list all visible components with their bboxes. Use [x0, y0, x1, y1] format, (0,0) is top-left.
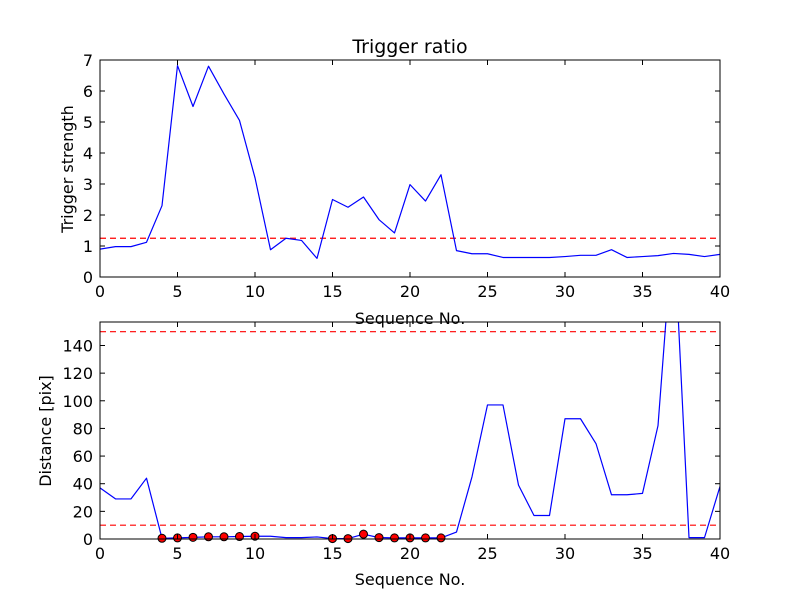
y-axis-label: Trigger strength	[58, 105, 77, 234]
plot-area	[100, 64, 720, 259]
y-axis-label: Distance [pix]	[36, 375, 55, 487]
y-tick-label: 0	[83, 530, 93, 549]
x-tick-label: 10	[245, 544, 265, 563]
y-tick-label: 0	[83, 268, 93, 287]
y-tick-label: 80	[73, 419, 93, 438]
x-tick-label: 15	[322, 544, 342, 563]
x-tick-label: 0	[95, 282, 105, 301]
y-tick-label: 120	[62, 364, 93, 383]
x-tick-label: 40	[710, 544, 730, 563]
data-marker	[390, 533, 399, 543]
y-tick-label: 60	[73, 447, 93, 466]
y-tick-label: 20	[73, 502, 93, 521]
axes-frame	[99, 59, 721, 278]
data-marker	[374, 533, 384, 543]
x-tick-label: 20	[400, 544, 420, 563]
y-tick-label: 1	[83, 237, 93, 256]
x-tick-label: 5	[172, 544, 182, 563]
plot-area	[100, 322, 720, 539]
data-marker	[421, 533, 430, 543]
x-tick-label: 5	[172, 282, 182, 301]
x-tick-label: 15	[322, 282, 342, 301]
x-tick-label: 40	[710, 282, 730, 301]
x-tick-label: 35	[632, 544, 652, 563]
data-marker	[204, 532, 213, 542]
distance-chart: Sequence No. Distance [pix] 0 5 10 15 20 25 30…	[36, 321, 730, 589]
y-tick-label: 140	[62, 336, 93, 355]
x-tick-label: 35	[632, 282, 652, 301]
data-marker	[436, 533, 446, 543]
x-tick-label: 30	[555, 544, 575, 563]
data-marker	[188, 532, 198, 542]
x-tick-label: 20	[400, 282, 420, 301]
y-tick-label: 5	[83, 113, 93, 132]
y-tick-label: 40	[73, 475, 93, 494]
series-line	[100, 322, 720, 539]
trigger-ratio-chart: Trigger ratio Sequence No. Trigger stren…	[58, 36, 730, 328]
data-marker	[157, 533, 167, 543]
y-tick-label: 6	[83, 82, 93, 101]
y-tick-label: 7	[83, 51, 93, 70]
x-tick-label: 25	[477, 282, 497, 301]
x-axis-label: Sequence No.	[355, 570, 466, 589]
y-tick-label: 100	[62, 392, 93, 411]
axes-frame	[99, 321, 721, 540]
y-tick-label: 3	[83, 175, 93, 194]
x-tick-label: 30	[555, 282, 575, 301]
x-tick-label: 10	[245, 282, 265, 301]
chart-title: Trigger ratio	[351, 36, 467, 58]
data-marker	[359, 529, 368, 539]
data-marker	[219, 532, 229, 542]
y-tick-label: 4	[83, 144, 93, 163]
x-tick-label: 0	[95, 544, 105, 563]
y-tick-label: 2	[83, 206, 93, 225]
series-line	[100, 64, 720, 259]
x-axis-label: Sequence No.	[355, 309, 466, 328]
x-tick-label: 25	[477, 544, 497, 563]
